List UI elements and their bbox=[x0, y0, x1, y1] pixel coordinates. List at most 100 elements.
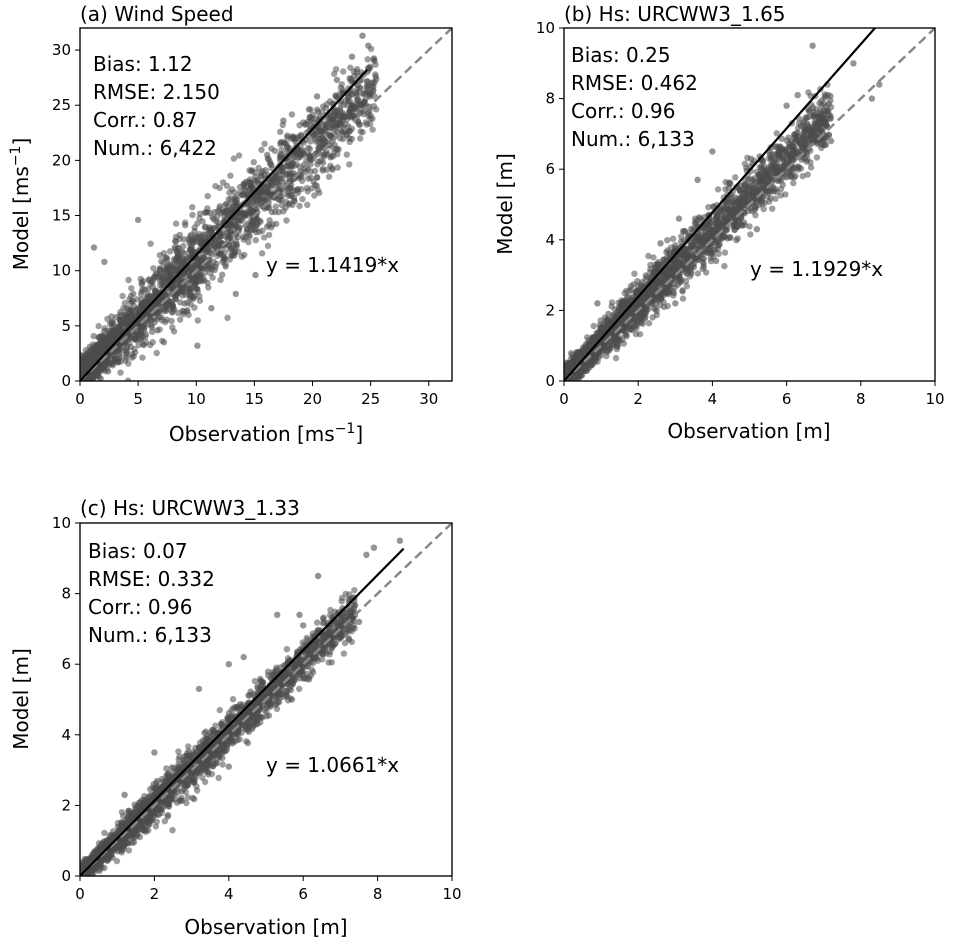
data-point bbox=[598, 323, 605, 331]
data-point bbox=[246, 176, 254, 183]
outlier-point bbox=[296, 153, 303, 161]
x-axis-label-main: Observation [ms bbox=[169, 422, 335, 446]
data-point bbox=[313, 115, 320, 123]
data-point bbox=[221, 202, 228, 209]
data-point bbox=[299, 177, 306, 184]
data-point bbox=[233, 215, 240, 222]
data-point bbox=[129, 297, 136, 305]
data-point bbox=[332, 66, 340, 73]
data-point bbox=[241, 181, 248, 188]
data-point bbox=[224, 314, 231, 321]
data-point bbox=[777, 192, 785, 199]
data-point bbox=[748, 176, 755, 183]
data-point bbox=[163, 263, 170, 270]
y-axis-label-main: Model [ms bbox=[9, 166, 33, 270]
data-point bbox=[238, 191, 245, 198]
data-point bbox=[172, 238, 179, 245]
data-point bbox=[303, 157, 310, 164]
data-point bbox=[216, 205, 223, 212]
data-point bbox=[695, 214, 703, 221]
data-point bbox=[266, 217, 273, 224]
data-point bbox=[221, 249, 228, 256]
data-point bbox=[243, 229, 250, 236]
x-tick-label: 0 bbox=[75, 390, 85, 408]
data-point bbox=[703, 269, 710, 276]
data-point bbox=[112, 313, 120, 321]
data-point bbox=[126, 315, 134, 322]
stat-corr: Corr.: 0.87 bbox=[93, 108, 197, 132]
data-point bbox=[346, 135, 353, 142]
data-point bbox=[296, 163, 304, 171]
y-tick-label: 15 bbox=[52, 207, 71, 225]
data-point bbox=[135, 309, 143, 316]
data-point bbox=[149, 283, 156, 290]
data-point bbox=[252, 237, 259, 244]
data-point bbox=[650, 254, 657, 261]
data-point bbox=[302, 120, 310, 128]
data-point bbox=[159, 337, 166, 345]
data-point bbox=[345, 98, 352, 105]
y-axis-label-sup: −1 bbox=[8, 146, 24, 167]
outlier-point bbox=[208, 305, 215, 312]
outlier-point bbox=[280, 117, 287, 124]
data-point bbox=[296, 122, 303, 129]
data-point bbox=[172, 233, 180, 241]
data-point bbox=[223, 182, 231, 189]
data-point bbox=[204, 192, 211, 200]
data-point bbox=[238, 253, 246, 260]
data-point bbox=[333, 94, 340, 101]
outlier-point bbox=[348, 53, 356, 60]
data-point bbox=[314, 161, 321, 168]
data-point bbox=[682, 277, 690, 285]
data-point bbox=[188, 247, 195, 254]
regression-line bbox=[80, 69, 368, 381]
data-point bbox=[328, 152, 335, 160]
x-axis-label-sup: −1 bbox=[335, 421, 356, 437]
y-tick-label: 30 bbox=[52, 41, 71, 59]
data-point bbox=[612, 354, 620, 362]
data-point bbox=[248, 168, 255, 175]
data-point bbox=[820, 100, 828, 108]
data-point bbox=[258, 250, 266, 257]
data-point bbox=[645, 252, 652, 260]
data-point bbox=[124, 377, 132, 381]
x-tick-label: 5 bbox=[133, 390, 143, 408]
data-point bbox=[645, 320, 653, 327]
data-point bbox=[114, 357, 122, 364]
data-point bbox=[294, 189, 302, 197]
data-point bbox=[261, 186, 268, 194]
data-point bbox=[200, 231, 207, 238]
data-point bbox=[181, 300, 188, 307]
data-point bbox=[155, 314, 163, 321]
data-point bbox=[163, 316, 170, 323]
data-point bbox=[107, 328, 115, 335]
data-point bbox=[132, 349, 139, 356]
data-point bbox=[150, 275, 157, 282]
data-point bbox=[727, 180, 734, 188]
x-tick-label: 15 bbox=[245, 390, 264, 408]
data-point bbox=[351, 106, 358, 113]
data-point bbox=[160, 250, 168, 257]
data-point bbox=[753, 196, 760, 204]
data-point bbox=[325, 173, 333, 180]
data-point bbox=[323, 127, 330, 135]
x-tick-label: 10 bbox=[187, 390, 206, 408]
data-point bbox=[287, 192, 295, 199]
data-point bbox=[264, 242, 272, 249]
data-point bbox=[173, 248, 181, 255]
data-point bbox=[168, 299, 175, 306]
data-point bbox=[128, 354, 135, 361]
data-point bbox=[125, 276, 132, 284]
data-point bbox=[230, 155, 238, 162]
data-point bbox=[322, 138, 329, 145]
data-point bbox=[143, 299, 150, 306]
data-point bbox=[189, 204, 196, 211]
data-point bbox=[213, 260, 220, 267]
y-tick-label: 10 bbox=[52, 262, 71, 280]
data-point bbox=[305, 106, 313, 113]
data-point bbox=[205, 284, 212, 291]
data-point bbox=[166, 248, 174, 255]
data-point bbox=[772, 195, 779, 202]
data-point bbox=[255, 164, 262, 172]
